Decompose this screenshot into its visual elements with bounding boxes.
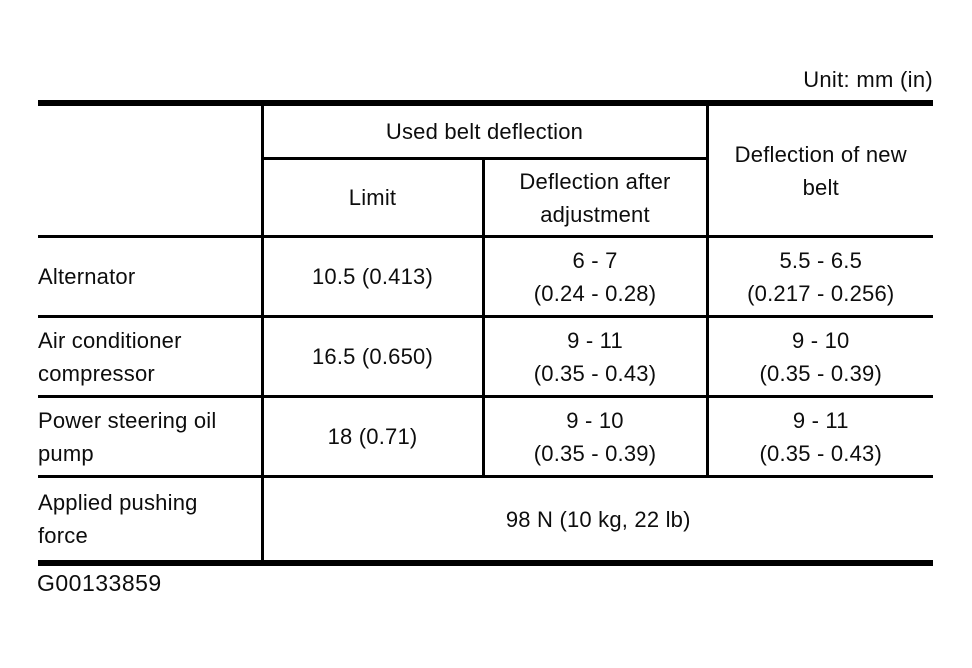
cell-ac-compressor-new-belt: 9 - 10 (0.35 - 0.39) [707,316,934,398]
cell-applied-pushing-force-value: 98 N (10 kg, 22 lb) [505,506,691,532]
table-row-power-steering: Power steering oil pump 18 (0.71) 9 - 10… [38,396,934,478]
table-row-ac-compressor: Air conditioner compressor 16.5 (0.650) … [38,316,934,398]
header-row-sub: Limit Deflection after adjustment [38,158,933,238]
unit-label: Unit: mm (in) [803,67,933,92]
header-deflection-after-adjustment: Deflection after adjustment [483,158,709,238]
table-row-applied-pushing-force: Applied pushing force 98 N (10 kg, 22 lb… [38,476,933,563]
table-row-alternator: Alternator 10.5 (0.413) 6 - 7 (0.24 - 0.… [38,236,934,318]
header-deflection-of-new-belt: Deflection of new belt [707,103,934,238]
header-row-top: Used belt deflection Deflection of new b… [38,103,934,238]
figure-code: G00133859 [37,570,162,596]
cell-power-steering-after-adjustment: 9 - 10 (0.35 - 0.39) [483,396,709,478]
cell-alternator-new-belt: 5.5 - 6.5 (0.217 - 0.256) [707,236,934,318]
row-label-alternator: Alternator [38,236,264,318]
row-label-power-steering: Power steering oil pump [38,396,264,478]
header-limit: Limit [262,158,485,238]
cell-power-steering-new-belt: 9 - 11 (0.35 - 0.43) [707,396,934,478]
cell-ac-compressor-limit: 16.5 (0.650) [262,316,485,398]
row-label-ac-compressor: Air conditioner compressor [38,316,264,398]
cell-power-steering-limit: 18 (0.71) [262,396,485,478]
cell-alternator-limit: 10.5 (0.413) [262,236,485,318]
header-corner-cell [38,103,264,238]
cell-alternator-after-adjustment: 6 - 7 (0.24 - 0.28) [483,236,709,318]
row-label-applied-pushing-force: Applied pushing force [38,476,264,563]
header-used-belt-deflection: Used belt deflection [262,103,709,160]
belt-deflection-table: Used belt deflection Deflection of new b… [38,100,934,566]
cell-ac-compressor-after-adjustment: 9 - 11 (0.35 - 0.43) [483,316,709,398]
